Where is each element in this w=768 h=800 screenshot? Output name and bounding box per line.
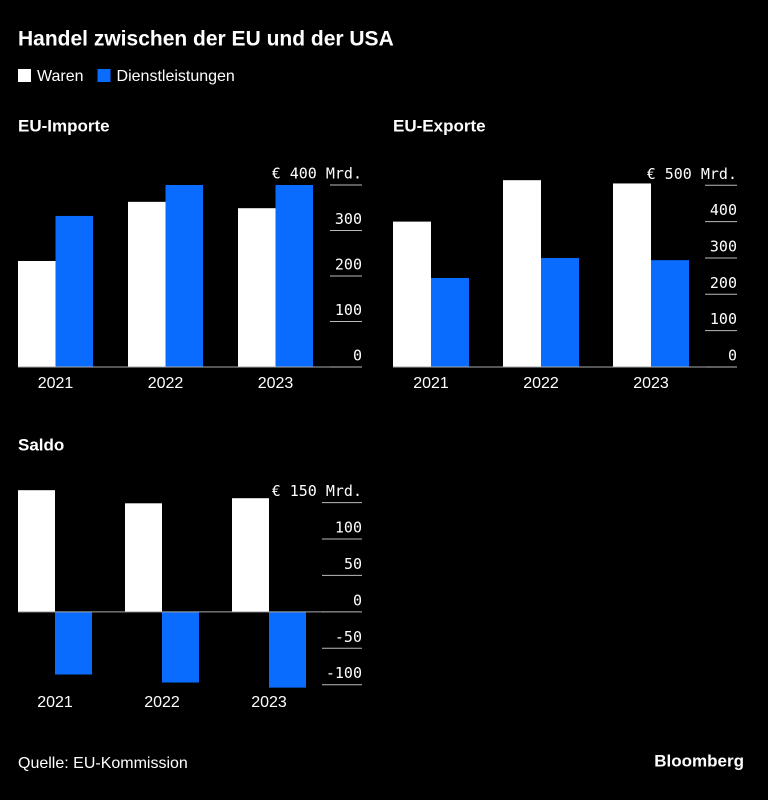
bar [55, 215, 93, 367]
brand: Bloomberg [654, 751, 744, 770]
bar [55, 611, 92, 675]
chart-title: Handel zwischen der EU und der USA [18, 28, 394, 51]
panel-title: EU-Exporte [393, 116, 486, 135]
y-tick-label: 300 [335, 210, 362, 228]
bar [393, 221, 431, 367]
bar [125, 503, 162, 612]
y-tick-label: 0 [353, 347, 362, 365]
y-tick-label: 100 [335, 301, 362, 319]
x-tick-label: 2022 [144, 694, 180, 711]
y-tick-label: 300 [710, 237, 737, 255]
bar [651, 260, 689, 367]
x-tick-label: 2023 [633, 375, 669, 392]
x-tick-label: 2021 [38, 375, 74, 392]
bar [238, 208, 276, 367]
legend-swatch [18, 69, 31, 82]
y-tick-label: -50 [335, 628, 362, 646]
legend-label: Dienstleistungen [117, 68, 235, 85]
legend-swatch [97, 69, 111, 82]
x-tick-label: 2021 [37, 694, 73, 711]
bar [232, 498, 269, 612]
panel-title: EU-Importe [18, 116, 110, 135]
y-tick-label: 0 [353, 591, 362, 609]
bar [503, 180, 541, 367]
y-tick-label: 400 [710, 201, 737, 219]
x-tick-label: 2021 [413, 375, 449, 392]
bar [275, 185, 313, 367]
bar [162, 611, 199, 683]
bar [613, 183, 651, 367]
bar [18, 490, 55, 612]
bar [128, 201, 166, 367]
y-tick-label: 50 [344, 555, 362, 573]
y-tick-label: 200 [710, 274, 737, 292]
y-tick-label: 100 [335, 519, 362, 537]
y-tick-label: 0 [728, 347, 737, 365]
y-tick-label: 100 [710, 310, 737, 328]
x-tick-label: 2023 [251, 694, 287, 711]
panel-title: Saldo [18, 435, 64, 454]
x-tick-label: 2022 [148, 375, 184, 392]
x-tick-label: 2022 [523, 375, 559, 392]
y-tick-label: -100 [326, 664, 362, 682]
bar [431, 277, 469, 367]
bar [18, 260, 56, 367]
y-tick-label: € 400 Mrd. [272, 165, 362, 183]
bar [165, 185, 203, 367]
source: Quelle: EU-Kommission [18, 755, 188, 772]
y-tick-label: € 150 Mrd. [272, 482, 362, 500]
legend-label: Waren [37, 68, 84, 85]
bar [541, 257, 579, 367]
y-tick-label: € 500 Mrd. [647, 165, 737, 183]
bar [269, 611, 306, 688]
y-tick-label: 200 [335, 256, 362, 274]
x-tick-label: 2023 [258, 375, 294, 392]
